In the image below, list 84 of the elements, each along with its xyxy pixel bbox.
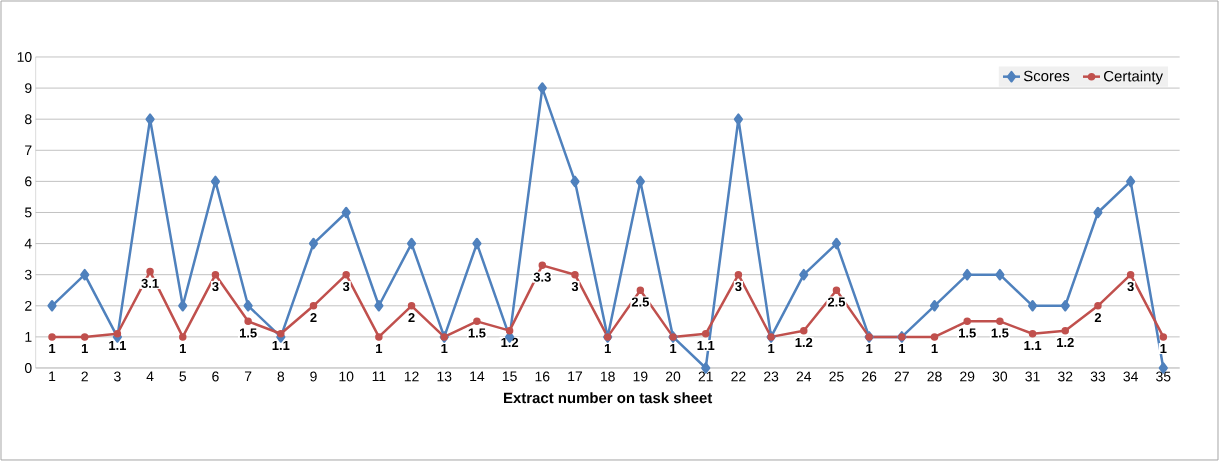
data-label: 1 [179,344,186,353]
x-tick-label: 8 [277,371,285,382]
x-tick-label: 1 [49,371,56,382]
data-label: 1 [670,344,677,353]
data-label: 2 [310,312,317,323]
data-label: 2 [408,312,415,323]
x-tick-label: 29 [960,371,975,382]
x-tick-label: 22 [731,371,746,382]
data-label: 1.5 [959,328,976,338]
x-tick-label: 4 [146,371,154,382]
data-label: 1.5 [468,328,486,338]
data-label: 1.5 [991,328,1009,338]
data-label: 3 [1127,281,1134,292]
data-label: 2 [1094,312,1102,323]
data-label: 1 [441,344,448,353]
x-tick-label: 33 [1090,371,1106,382]
data-label: 1.1 [697,340,715,350]
data-label: 3 [735,281,742,292]
data-label: 2.5 [827,297,846,307]
y-tick-label: 8 [25,114,32,125]
y-tick-label: 0 [24,363,32,373]
x-tick-label: 34 [1123,371,1138,382]
x-tick-label: 14 [470,371,485,382]
data-label: 1.2 [501,337,519,347]
data-label: 1 [931,344,938,353]
data-label: 3 [342,281,350,292]
x-tick-label: 30 [992,371,1008,382]
data-label: 1 [49,344,56,353]
x-tick-label: 31 [1025,371,1040,382]
data-label: 1 [1160,344,1167,353]
legend-label: Certainty [1104,70,1163,85]
x-tick-label: 3 [114,371,121,382]
data-label: 1 [376,344,383,353]
legend-label: Scores [1023,70,1070,82]
x-tick-label: 19 [633,371,648,382]
y-tick-label: 6 [25,176,32,187]
data-label: 1.5 [239,328,257,338]
y-tick-label: 7 [25,145,32,156]
x-tick-label: 20 [665,371,681,382]
y-tick-label: 10 [17,52,32,62]
y-tick-label: 9 [25,83,32,94]
x-tick-label: 23 [764,371,779,382]
x-tick-label: 11 [372,371,386,382]
x-tick-label: 15 [502,371,517,382]
x-tick-label: 6 [212,371,219,382]
y-tick-label: 5 [24,207,32,218]
data-label: 1 [899,344,906,353]
x-tick-label: 17 [568,371,583,382]
x-tick-label: 10 [339,371,354,382]
x-tick-label: 2 [81,371,88,382]
y-tick-label: 4 [24,238,32,249]
x-tick-label: 21 [698,371,713,382]
data-label: 3 [212,281,219,292]
y-tick-label: 1 [25,332,32,342]
x-tick-label: 28 [927,371,942,382]
data-label: 1.1 [272,340,290,350]
data-label: 1.2 [1057,337,1074,347]
x-tick-label: 16 [535,371,550,382]
data-label: 1 [768,344,775,353]
data-label: 3.3 [533,272,551,282]
data-label: 2.5 [631,297,649,307]
x-tick-label: 7 [244,371,252,382]
data-label: 1 [604,344,611,353]
x-tick-label: 25 [829,371,844,382]
data-label: 1.1 [109,340,127,350]
y-tick-label: 2 [25,300,32,311]
x-tick-label: 9 [310,371,317,382]
data-label: 1.2 [795,337,813,347]
x-tick-label: 35 [1156,371,1171,382]
x-tick-label: 18 [600,371,615,382]
data-label: 3.1 [141,278,159,288]
data-label: 1 [81,344,88,353]
x-tick-label: 32 [1058,371,1073,382]
data-label: 3 [571,281,579,292]
x-tick-label: 27 [894,371,909,382]
x-axis-title: Extract number on task sheet [504,392,713,404]
x-tick-label: 5 [179,371,187,382]
x-tick-label: 12 [404,371,419,382]
x-tick-label: 24 [796,371,812,382]
y-tick-label: 3 [24,269,32,280]
x-tick-label: 26 [862,371,877,382]
x-tick-label: 13 [437,371,452,382]
data-label: 1.1 [1024,340,1042,350]
data-label: 1 [866,344,873,353]
